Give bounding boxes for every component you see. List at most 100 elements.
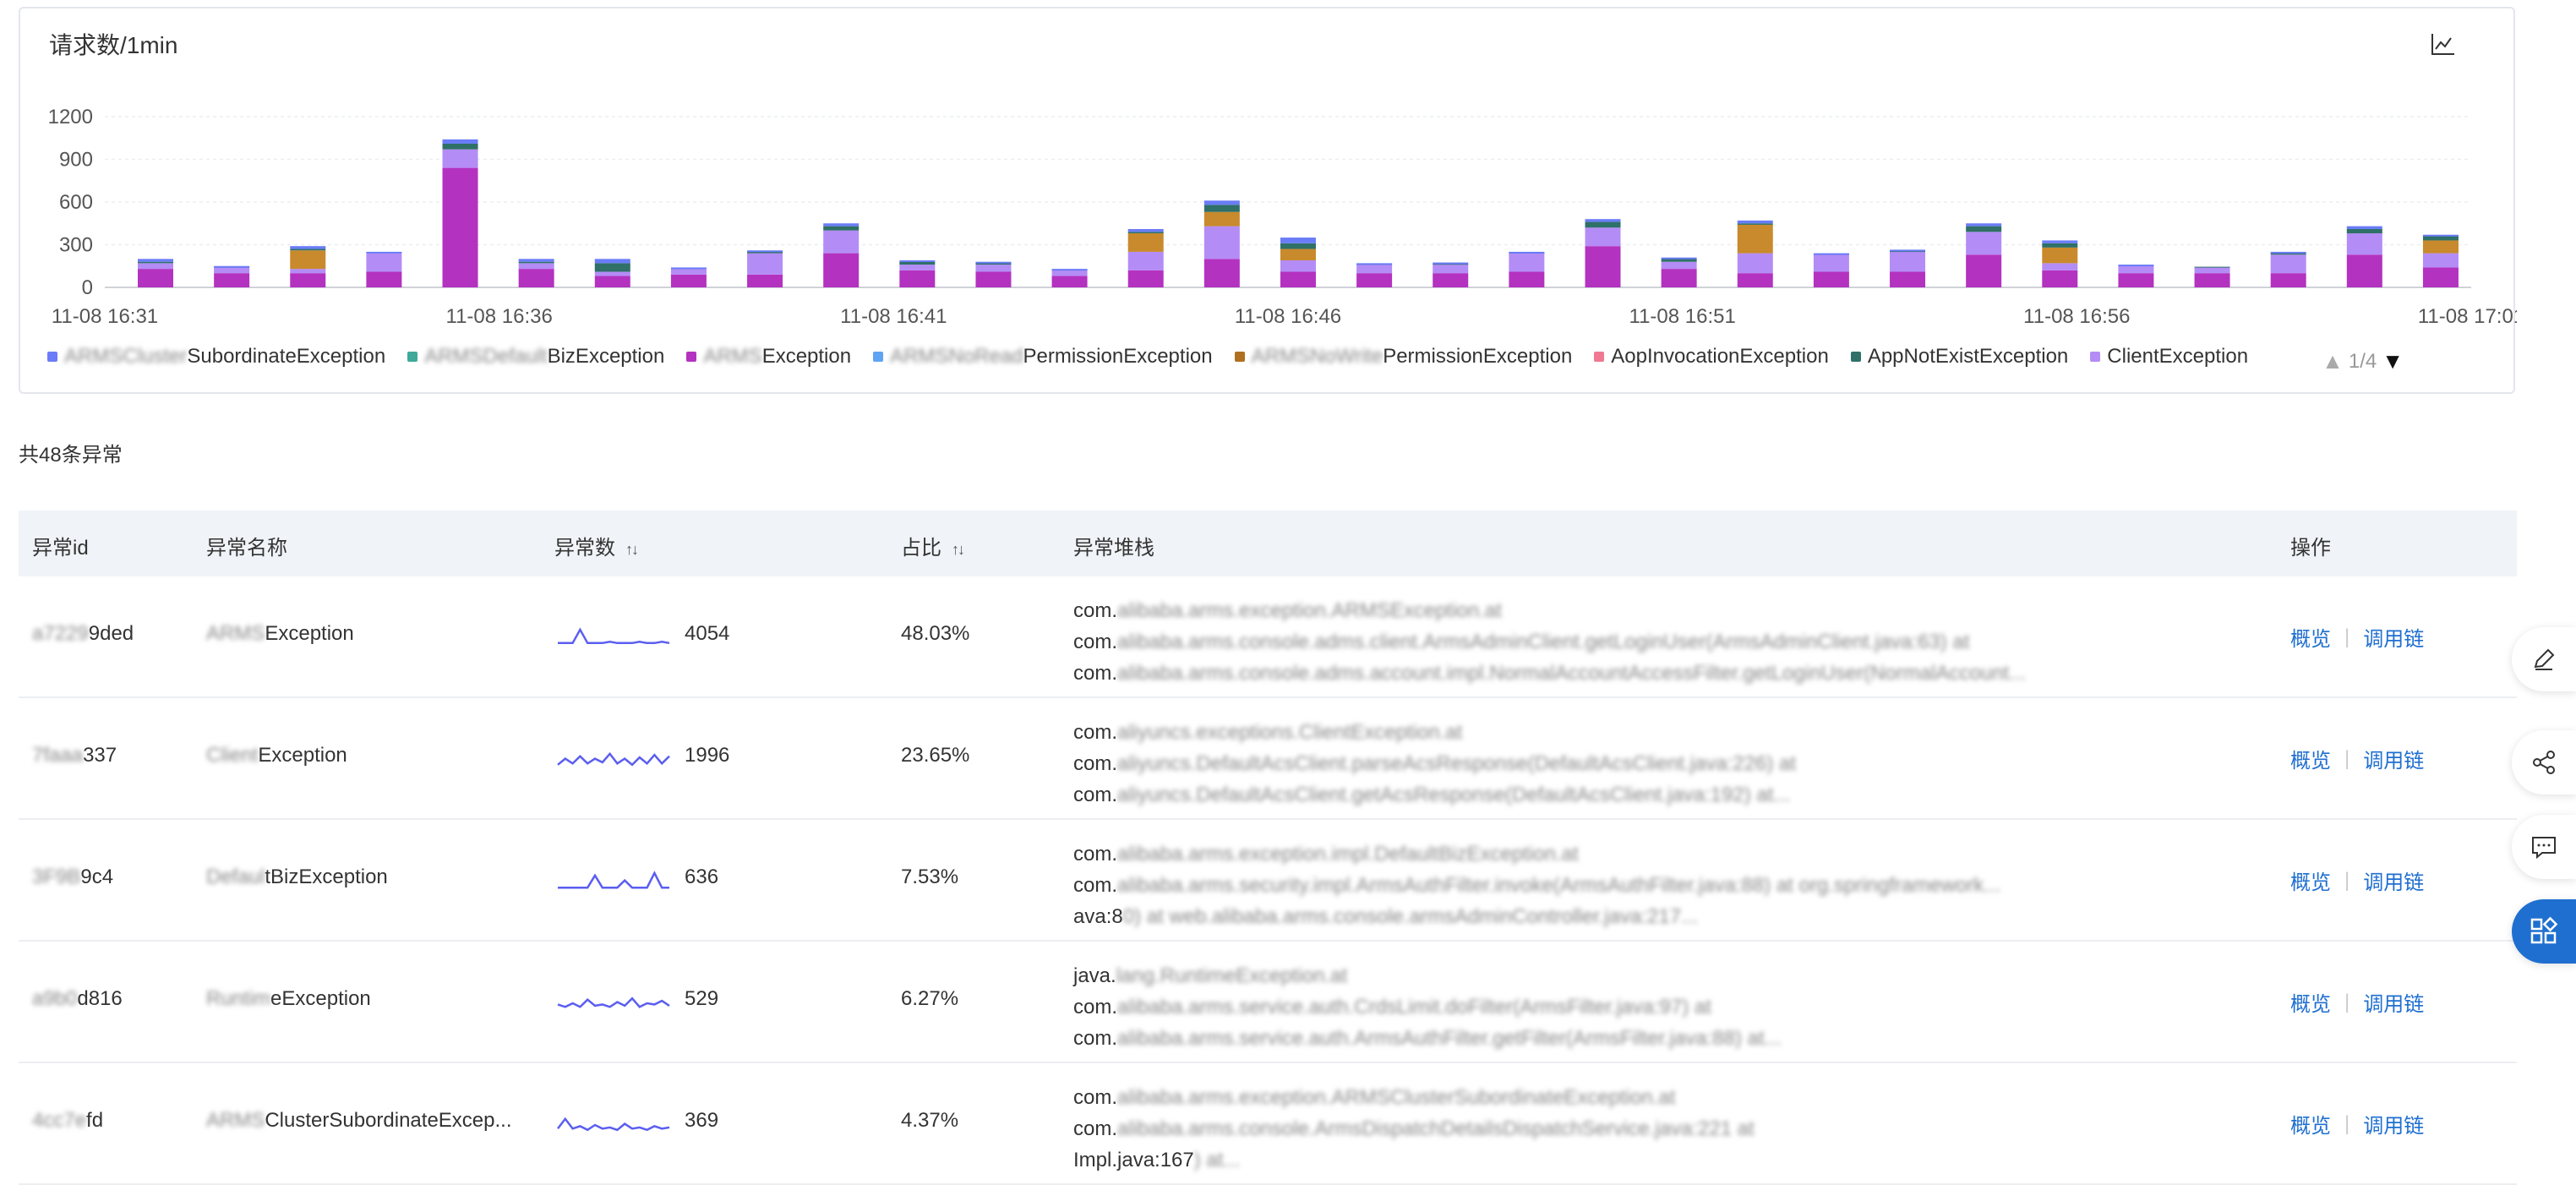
legend-item[interactable]: ARMS Exception [686, 345, 851, 369]
overview-link[interactable]: 概览 [2290, 993, 2331, 1016]
bar-segment [1890, 251, 1926, 253]
trace-link[interactable]: 调用链 [2363, 993, 2425, 1016]
stack-line: com.alibaba.arms.exception.ARMSException… [1073, 595, 2026, 626]
y-tick-label: 0 [82, 276, 93, 299]
exception-name-visible: ClusterSubordinateExcep... [265, 1109, 512, 1132]
bar-segment-cap [214, 265, 250, 268]
bar-segment-cap [1509, 251, 1545, 254]
stack-line: com.alibaba.arms.console.adms.account.im… [1073, 658, 2026, 689]
share-icon [2533, 751, 2555, 774]
bar-segment [1280, 243, 1316, 249]
apps-icon [2530, 916, 2558, 944]
x-tick-label: 11-08 16:36 [446, 305, 553, 328]
sparkline-path [557, 1117, 670, 1132]
legend-label: SubordinateException [187, 345, 386, 368]
stack-line: com.alibaba.arms.console.ArmsDispatchDet… [1073, 1113, 1755, 1144]
side-edit-button[interactable] [2512, 627, 2576, 691]
stack-redacted: lang.RuntimeException.at [1116, 964, 1348, 987]
header-count[interactable]: 异常数 ↑↓ [554, 531, 639, 560]
pager-up-icon[interactable]: ▲ [2322, 348, 2344, 374]
stack-line: com.alibaba.arms.security.impl.ArmsAuthF… [1073, 870, 2000, 901]
bar-segment [1813, 271, 1849, 287]
exception-id-redacted: a9b0 [32, 987, 78, 1010]
legend-item[interactable]: AopInvocationException [1594, 345, 1829, 369]
legend-item[interactable]: ARMSNoWrite PermissionException [1234, 345, 1572, 369]
trace-link[interactable]: 调用链 [2363, 750, 2425, 773]
exception-id-redacted: a7229 [32, 622, 89, 645]
sparkline [557, 751, 670, 767]
exception-name-redacted: Runtim [206, 987, 271, 1010]
trace-link[interactable]: 调用链 [2363, 628, 2425, 651]
legend-item[interactable]: AppNotExistException [1850, 345, 2068, 369]
bar-segment [975, 265, 1012, 272]
bar-segment [2194, 273, 2230, 287]
sort-icon[interactable]: ↑↓ [625, 541, 639, 558]
separator: | [2344, 746, 2350, 770]
bar-segment [2422, 240, 2459, 254]
x-tick-label: 11-08 16:41 [840, 305, 947, 328]
table-row: a72299ded ARMSException 4054 48.03% com.… [19, 576, 2517, 698]
bar-segment [1051, 276, 1088, 287]
bar-segment-cap [1585, 219, 1621, 222]
side-share-button[interactable] [2512, 730, 2576, 795]
stacked-bar-chart: 0 300 600 900 1200 11-08 16:31 11-08 16:36 11-0… [48, 106, 2517, 328]
sparkline-path [558, 627, 670, 645]
table-row: 4cc7efd ARMSClusterSubordinateExcep... 3… [19, 1063, 2517, 1185]
exception-id-visible: 9c4 [80, 866, 114, 888]
bar-segment-cap [594, 259, 630, 264]
exception-id: 7faaa337 [32, 744, 117, 767]
bar-segment [1433, 273, 1469, 287]
header-name: 异常名称 [206, 537, 287, 560]
header-ratio-label: 占比 [901, 537, 941, 560]
header-count-label: 异常数 [554, 537, 615, 560]
exception-id: a9b0d816 [32, 987, 123, 1011]
exception-id: a72299ded [32, 622, 134, 646]
overview-link[interactable]: 概览 [2290, 750, 2331, 773]
pager-down-icon[interactable]: ▼ [2382, 348, 2404, 374]
bar-segment [2422, 236, 2459, 241]
bar-segment [214, 267, 250, 274]
y-tick-label: 600 [59, 191, 93, 214]
stack-line: ava:80) at web.alibaba.arms.console.arms… [1073, 901, 2000, 932]
stack-redacted: aliyuncs.DefaultAcsClient.parseAcsRespon… [1117, 752, 1797, 775]
overview-link[interactable]: 概览 [2290, 1115, 2331, 1138]
bar-segment-cap [2270, 251, 2306, 254]
bar-segment [2194, 266, 2230, 268]
trace-link[interactable]: 调用链 [2363, 871, 2425, 894]
comment-icon [2532, 837, 2556, 860]
exception-count-value: 529 [685, 987, 719, 1010]
separator: | [2344, 625, 2350, 648]
stack-redacted: alibaba.arms.exception.impl.DefaultBizEx… [1117, 843, 1579, 866]
legend-item[interactable]: ARMSDefault BizException [407, 345, 664, 369]
sort-icon[interactable]: ↑↓ [952, 541, 965, 558]
stack-redacted: alibaba.arms.service.auth.CrdsLimit.doFi… [1117, 996, 1711, 1018]
overview-link[interactable]: 概览 [2290, 871, 2331, 894]
header-ratio[interactable]: 占比 ↑↓ [901, 531, 965, 560]
side-comment-button[interactable] [2512, 815, 2576, 879]
legend-item[interactable]: ARMSCluster SubordinateException [47, 345, 385, 369]
overview-link[interactable]: 概览 [2290, 628, 2331, 651]
bar-segment [1203, 211, 1240, 227]
bar-segment [2422, 267, 2459, 287]
legend-item[interactable]: ARMSNoRead PermissionException [873, 345, 1213, 369]
exception-ratio-value: 4.37% [901, 1109, 959, 1132]
side-apps-button[interactable] [2512, 899, 2576, 964]
trace-link[interactable]: 调用链 [2363, 1115, 2425, 1138]
edit-icon [2534, 648, 2555, 670]
stack-line: com.alibaba.arms.service.auth.CrdsLimit.… [1073, 991, 1782, 1023]
bar-segment [366, 253, 402, 272]
bar-segment [138, 263, 173, 270]
bar-segment [442, 167, 478, 287]
stack-visible: com. [1073, 1117, 1118, 1140]
bar-segment [2118, 273, 2154, 287]
exception-name-redacted: Client [206, 744, 259, 767]
exception-id-visible: 9ded [88, 622, 134, 645]
exception-name: ARMSClusterSubordinateExcep... [206, 1109, 512, 1133]
legend-item[interactable]: ClientException [2090, 345, 2248, 369]
exception-id: 4cc7efd [32, 1109, 103, 1133]
line-chart-icon[interactable] [2426, 27, 2459, 61]
legend-label: BizException [547, 345, 665, 368]
bar-segment [138, 261, 173, 264]
stack-line: com.aliyuncs.DefaultAcsClient.getAcsResp… [1073, 779, 1796, 811]
separator: | [2344, 1111, 2350, 1135]
